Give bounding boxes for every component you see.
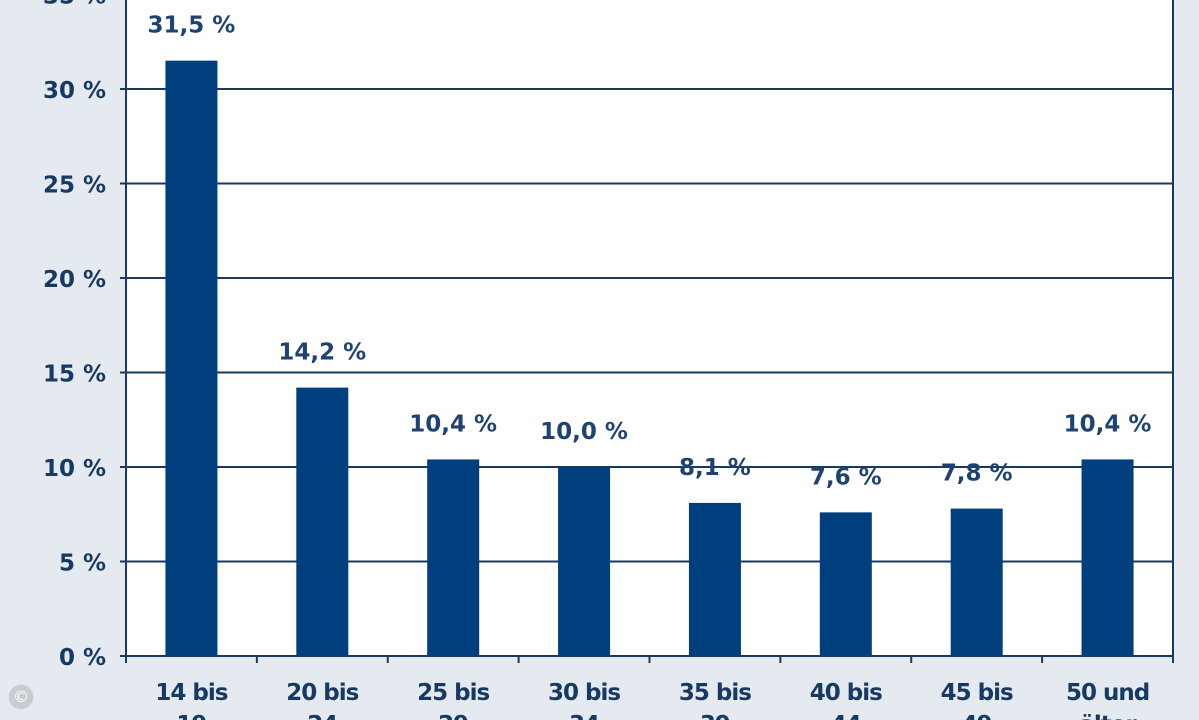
- y-tick-label: 15 %: [43, 362, 106, 388]
- bar: [819, 512, 872, 656]
- y-tick-label: 5 %: [59, 551, 106, 577]
- data-label: 7,8 %: [941, 461, 1013, 487]
- y-tick-label: 0 %: [59, 645, 106, 671]
- x-tick-label: 19: [176, 712, 206, 720]
- bar: [558, 467, 611, 656]
- copyright-icon: ©: [10, 686, 32, 708]
- y-tick-label: 30 %: [43, 78, 106, 104]
- bar: [950, 508, 1003, 656]
- bar: [1081, 459, 1134, 656]
- x-tick-label: 24: [307, 712, 337, 720]
- x-tick-label: 25 bis: [417, 680, 489, 706]
- x-tick-label: 34: [569, 712, 599, 720]
- y-tick-label: 35 %: [43, 0, 106, 10]
- x-tick-label: 44: [831, 712, 861, 720]
- y-tick-label: 10 %: [43, 456, 106, 482]
- x-tick-label: 14 bis: [155, 680, 227, 706]
- y-tick-label: 20 %: [43, 267, 106, 293]
- x-tick-label: 49: [962, 712, 992, 720]
- data-label: 10,4 %: [409, 411, 497, 437]
- data-label: 31,5 %: [148, 13, 236, 39]
- bar: [688, 502, 741, 656]
- x-tick-label: 39: [700, 712, 730, 720]
- x-tick-label: 29: [438, 712, 468, 720]
- x-tick-label: 50 und: [1066, 680, 1149, 706]
- x-tick-label: älter: [1079, 712, 1137, 720]
- x-tick-label: 35 bis: [679, 680, 751, 706]
- data-label: 10,4 %: [1064, 411, 1152, 437]
- y-tick-label: 25 %: [43, 173, 106, 199]
- data-label: 10,0 %: [540, 419, 628, 445]
- plot-area: [126, 0, 1173, 656]
- bar: [427, 459, 480, 656]
- x-tick-label: 20 bis: [286, 680, 358, 706]
- data-label: 14,2 %: [278, 340, 366, 366]
- bar: [165, 60, 218, 656]
- x-tick-label: 30 bis: [548, 680, 620, 706]
- data-label: 7,6 %: [810, 464, 882, 490]
- x-tick-label: 45 bis: [941, 680, 1013, 706]
- x-tick-label: 40 bis: [810, 680, 882, 706]
- bar: [296, 387, 349, 656]
- data-label: 8,1 %: [679, 455, 751, 481]
